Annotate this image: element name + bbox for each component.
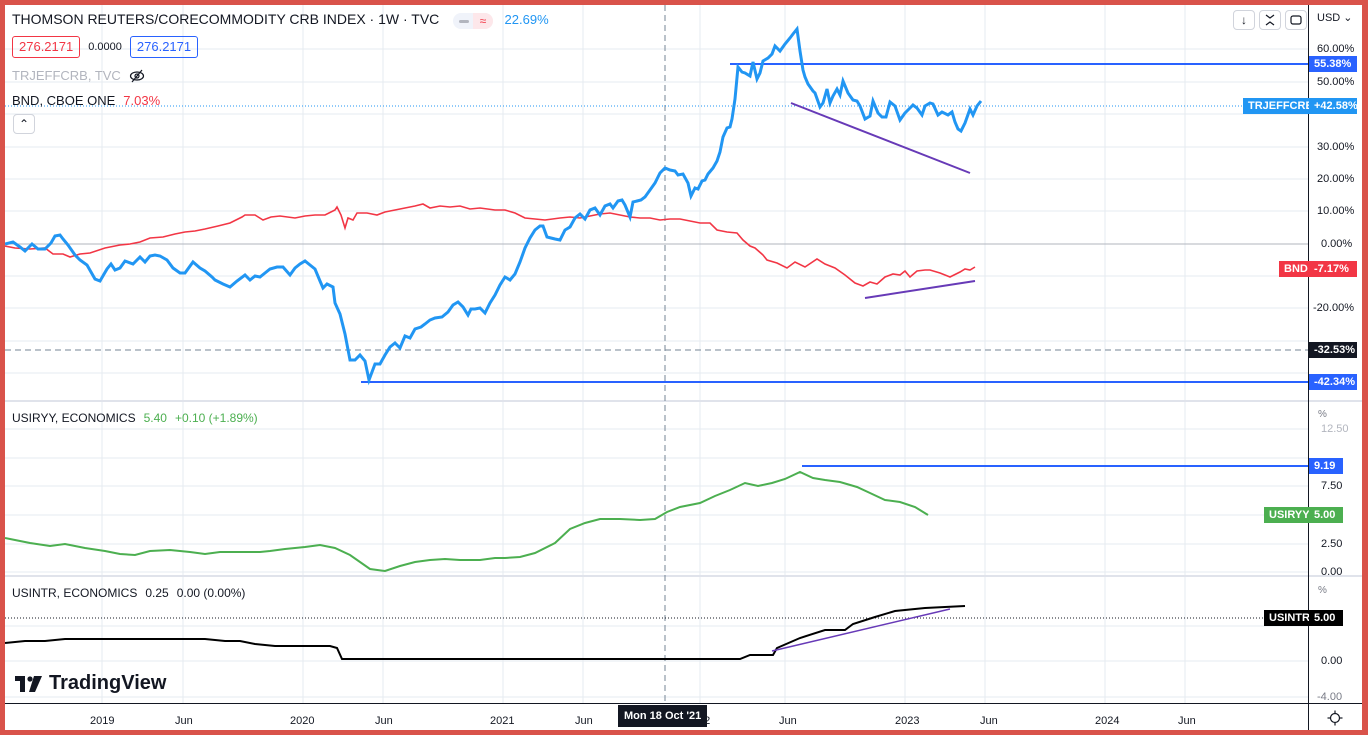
hidden-series-label: TRJEFFCRB, TVC (12, 68, 121, 83)
usintr-change: 0.00 (0.00%) (176, 586, 246, 600)
main-legend: THOMSON REUTERS/CORECOMMODITY CRB INDEX … (12, 11, 549, 29)
bnd-series-line (5, 203, 976, 287)
time-label: Jun (1178, 715, 1196, 727)
time-label: Jun (375, 715, 393, 727)
collapse-legend-button[interactable]: ⌃ (13, 114, 35, 134)
time-label: 2023 (895, 715, 920, 727)
usintr-grid (5, 625, 1308, 698)
usintr-legend[interactable]: USINTR, ECONOMICS 0.25 0.00 (0.00%) (12, 586, 245, 600)
compare-mode-toggle[interactable]: ≈ (452, 12, 493, 29)
bnd-name-tag: BND (1279, 261, 1313, 277)
usiryy-name-tag: USIRYY (1264, 507, 1315, 523)
usiryy-value: 5.40 (143, 411, 167, 425)
usiryy-series-line (5, 470, 929, 573)
tradingview-logo-text: TradingView (49, 672, 167, 694)
time-label: Jun (175, 715, 193, 727)
price-right-box[interactable]: 276.2171 (129, 36, 199, 58)
symbol-change-pct: 22.69% (504, 12, 549, 27)
arrow-down-icon: ↓ (1241, 13, 1247, 27)
main-horizontal-grid (5, 48, 1308, 374)
time-label: 2020 (290, 715, 315, 727)
currency-selector[interactable]: USD ⌄ (1317, 11, 1353, 24)
symbol-title[interactable]: THOMSON REUTERS/CORECOMMODITY CRB INDEX … (12, 11, 440, 27)
tradingview-logo-icon (15, 675, 42, 692)
usintr-series-line (5, 605, 966, 660)
time-label: Jun (575, 715, 593, 727)
collapse-icon (1265, 14, 1275, 26)
time-label: 2024 (1095, 715, 1120, 727)
square-icon (1290, 15, 1302, 25)
hline-bottom-tag: -42.34% (1309, 374, 1357, 390)
usintr-name: USINTR, ECONOMICS (12, 586, 138, 600)
scale-label: 10.00% (1317, 205, 1355, 217)
chart-canvas[interactable] (5, 5, 1362, 730)
trendline-usintr-ascending (771, 608, 951, 652)
trjeff-series-line (5, 25, 983, 386)
eye-hidden-icon[interactable] (129, 69, 145, 83)
scale-label: 0.00 (1321, 566, 1343, 578)
wave-icon: ≈ (472, 12, 493, 29)
trjeff-value-tag: +42.58% (1309, 98, 1358, 114)
scale-label: -20.00% (1313, 302, 1354, 314)
trendline-trjeff-descending (790, 102, 971, 174)
chevron-down-icon: ⌄ (1343, 12, 1353, 24)
chart-area[interactable]: THOMSON REUTERS/CORECOMMODITY CRB INDEX … (5, 5, 1362, 730)
gear-icon (1327, 710, 1343, 726)
scale-label: 0.00% (1321, 238, 1353, 250)
scale-label: 12.50 (1321, 423, 1349, 435)
fit-panes-button[interactable] (1259, 10, 1281, 30)
usiryy-hline-tag: 9.19 (1309, 458, 1343, 474)
scale-label: 20.00% (1317, 173, 1355, 185)
currency-label: USD (1317, 12, 1341, 24)
time-label: Jun (980, 715, 998, 727)
hidden-series-legend[interactable]: TRJEFFCRB, TVC (12, 68, 145, 83)
usiryy-name: USIRYY, ECONOMICS (12, 411, 136, 425)
usiryy-grid (5, 428, 1308, 573)
usintr-unit: % (1318, 585, 1327, 596)
bnd-value-tag: -7.17% (1309, 261, 1357, 277)
vertical-grid (101, 5, 1186, 703)
scroll-to-latest-button[interactable]: ↓ (1233, 10, 1255, 30)
usiryy-change: +0.10 (+1.89%) (174, 411, 258, 425)
trendline-bnd-ascending (864, 280, 976, 299)
time-label: 2021 (490, 715, 515, 727)
scale-label: 2.50 (1321, 538, 1343, 550)
price-row: 276.2171 0.0000 276.2171 (12, 36, 199, 58)
time-label: Jun (779, 715, 797, 727)
scale-label: 50.00% (1317, 76, 1355, 88)
scale-label: 0.00 (1321, 655, 1343, 667)
chart-settings-button[interactable] (1325, 708, 1345, 728)
line-style-icon (458, 19, 469, 23)
price-left-box[interactable]: 276.2171 (12, 36, 81, 58)
time-label: 2019 (90, 715, 115, 727)
compare-series-change: 7.03% (123, 93, 161, 108)
hline-top-tag: 55.38% (1309, 56, 1357, 72)
crosshair-price-tag: -32.53% (1309, 342, 1357, 358)
scale-label: 30.00% (1317, 141, 1355, 153)
compare-series-legend[interactable]: BND, CBOE ONE 7.03% (12, 93, 160, 108)
scale-label: -4.00 (1317, 691, 1343, 703)
usintr-value: 0.25 (145, 586, 169, 600)
chevron-up-icon: ⌃ (18, 117, 30, 131)
scale-label: 7.50 (1321, 480, 1343, 492)
spread-value: 0.0000 (88, 41, 122, 53)
crosshair-time-tag: Mon 18 Oct '21 (618, 705, 708, 727)
usiryy-value-tag: 5.00 (1309, 507, 1343, 523)
maximize-pane-button[interactable] (1285, 10, 1307, 30)
scale-label: 60.00% (1317, 43, 1355, 55)
usiryy-unit: % (1318, 409, 1327, 420)
usiryy-legend[interactable]: USIRYY, ECONOMICS 5.40 +0.10 (+1.89%) (12, 411, 258, 425)
usintr-value-tag: 5.00 (1309, 610, 1343, 626)
compare-series-label: BND, CBOE ONE (12, 93, 116, 108)
usintr-name-tag: USINTR (1264, 610, 1315, 626)
trjeff-name-tag: TRJEFFCRB (1243, 98, 1319, 114)
tradingview-logo[interactable]: TradingView (15, 672, 166, 695)
